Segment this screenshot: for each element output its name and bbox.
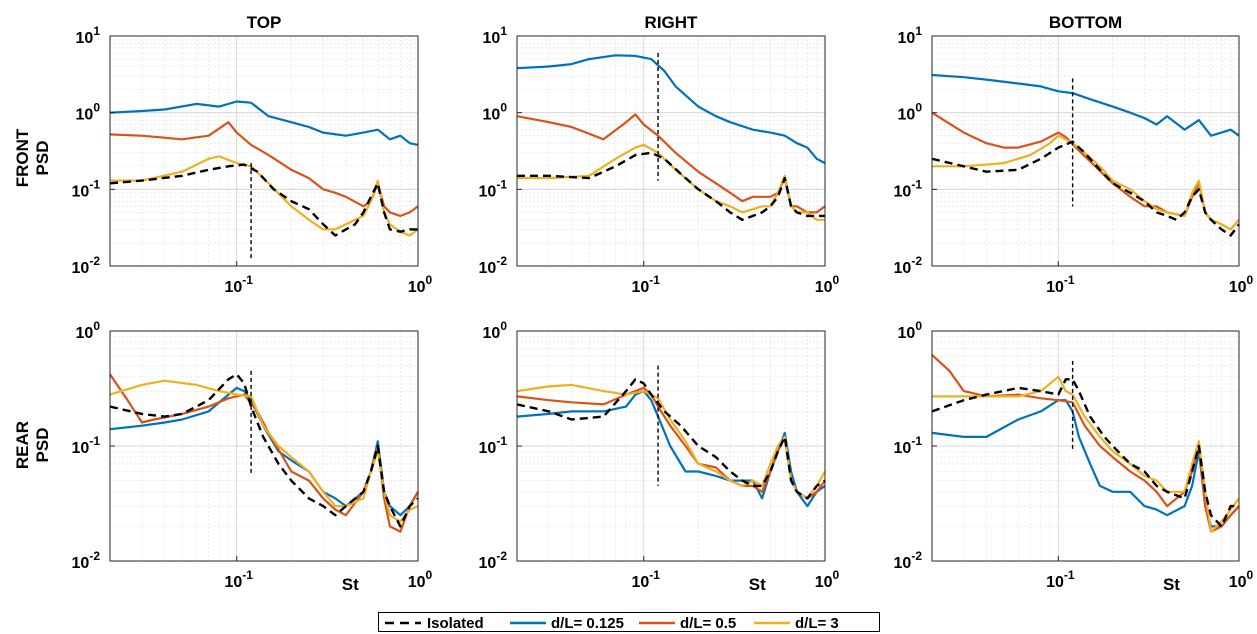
axes-frame <box>516 35 826 267</box>
x-tick-label: 10-1 <box>224 568 253 591</box>
panel-rear-top: 10-2 10-1 100 10-1 100 St <box>72 319 433 594</box>
y-tick-label: 100 <box>76 319 101 342</box>
panel-rear-bottom: 10-2 10-1 100 10-1 100 St <box>894 319 1254 594</box>
series-line-d-l-0-125 <box>109 100 419 146</box>
panel-title: TOP <box>247 13 282 32</box>
series-line-d-l-0-125 <box>931 73 1240 137</box>
series-line-d-l-3 <box>517 143 825 221</box>
x-tick-label: 100 <box>1229 273 1254 296</box>
series-line-isolated <box>109 163 418 237</box>
row-label-rear-psd: PSD <box>33 428 52 463</box>
y-tick-label: 101 <box>898 24 923 47</box>
y-tick-label: 100 <box>483 319 508 342</box>
panel-title: RIGHT <box>645 13 699 32</box>
x-axis-label: St <box>342 575 359 594</box>
series-group <box>931 73 1240 237</box>
y-tick-label: 10-1 <box>479 434 508 457</box>
panel-front-top: 10-2 10-1 100 101 10-1 100 TOP <box>72 13 433 296</box>
x-axis-label: St <box>1163 575 1180 594</box>
series-line-d-l-0-5 <box>109 121 419 217</box>
series-line-d-l-3 <box>110 155 419 237</box>
panel-rear-right: 10-2 10-1 100 10-1 100 St <box>479 319 840 594</box>
series-line-d-l-0-125 <box>516 390 826 508</box>
grid <box>110 331 418 561</box>
legend-label-dl-3: d/L= 3 <box>795 615 839 632</box>
x-tick-label: 10-1 <box>631 568 660 591</box>
x-tick-label: 10-1 <box>1046 273 1075 296</box>
series-line-d-l-3 <box>932 134 1240 231</box>
series-line-d-l-0-5 <box>931 354 1240 533</box>
x-axis-label: St <box>749 575 766 594</box>
x-tick-label: 100 <box>815 568 840 591</box>
y-tick-label: 10-1 <box>894 434 923 457</box>
plot-area <box>932 36 1239 266</box>
legend-label-isolated: Isolated <box>427 615 484 632</box>
row-labels: FRONT PSD REAR PSD <box>13 128 52 469</box>
row-label-front-psd: PSD <box>33 141 52 176</box>
series-line-isolated <box>931 378 1239 528</box>
y-tick-label: 100 <box>898 101 923 124</box>
panel-front-bottom: 10-2 10-1 100 101 10-1 100 BOTTOM <box>894 13 1254 296</box>
series-line-isolated <box>931 140 1240 237</box>
series-group <box>516 54 826 222</box>
series-line-isolated <box>109 373 419 528</box>
y-tick-label: 101 <box>483 24 508 47</box>
y-tick-label: 10-2 <box>894 549 923 572</box>
series-line-d-l-3 <box>109 379 419 523</box>
y-tick-label: 10-1 <box>894 177 923 200</box>
x-tick-label: 10-1 <box>224 273 253 296</box>
panel-front-right: 10-2 10-1 100 101 10-1 100 RIGHT <box>479 13 840 296</box>
grid <box>932 331 1239 561</box>
y-tick-label: 100 <box>76 101 101 124</box>
axes-frame <box>109 35 419 267</box>
y-tick-label: 10-2 <box>479 254 508 277</box>
x-tick-label: 100 <box>1229 568 1254 591</box>
y-tick-label: 10-2 <box>479 549 508 572</box>
series-line-d-l-0-125 <box>516 54 826 165</box>
y-tick-label: 100 <box>898 319 923 342</box>
x-tick-label: 100 <box>408 568 433 591</box>
panel-title: BOTTOM <box>1049 13 1122 32</box>
series-line-d-l-3 <box>932 375 1240 533</box>
legend: Isolated d/L= 0.125 d/L= 0.5 d/L= 3 <box>378 612 880 632</box>
plot-area <box>517 36 825 266</box>
x-tick-label: 100 <box>815 273 840 296</box>
series-group <box>931 354 1240 533</box>
plot-area <box>110 36 418 266</box>
grid <box>932 36 1239 266</box>
psd-figure: FRONT PSD REAR PSD 10-2 10-1 100 101 10-1 100… <box>13 13 1254 594</box>
y-tick-label: 10-1 <box>72 177 101 200</box>
y-tick-label: 101 <box>76 24 101 47</box>
y-tick-label: 10-2 <box>894 254 923 277</box>
grid <box>110 36 418 266</box>
series-group <box>109 373 419 533</box>
x-tick-label: 100 <box>408 273 433 296</box>
y-tick-label: 10-1 <box>72 434 101 457</box>
row-label-front: FRONT <box>13 128 32 187</box>
legend-label-dl-0125: d/L= 0.125 <box>551 615 624 632</box>
y-tick-label: 10-2 <box>72 254 101 277</box>
x-tick-label: 10-1 <box>631 273 660 296</box>
series-group <box>516 378 826 508</box>
series-line-isolated <box>516 378 826 500</box>
y-tick-label: 10-1 <box>479 177 508 200</box>
series-group <box>109 100 419 237</box>
legend-label-dl-05: d/L= 0.5 <box>680 615 736 632</box>
y-tick-label: 10-2 <box>72 549 101 572</box>
x-tick-label: 10-1 <box>1046 568 1075 591</box>
series-line-d-l-0-5 <box>516 113 826 214</box>
row-label-rear: REAR <box>13 421 32 469</box>
y-tick-label: 100 <box>483 101 508 124</box>
axes-frame <box>931 35 1240 267</box>
